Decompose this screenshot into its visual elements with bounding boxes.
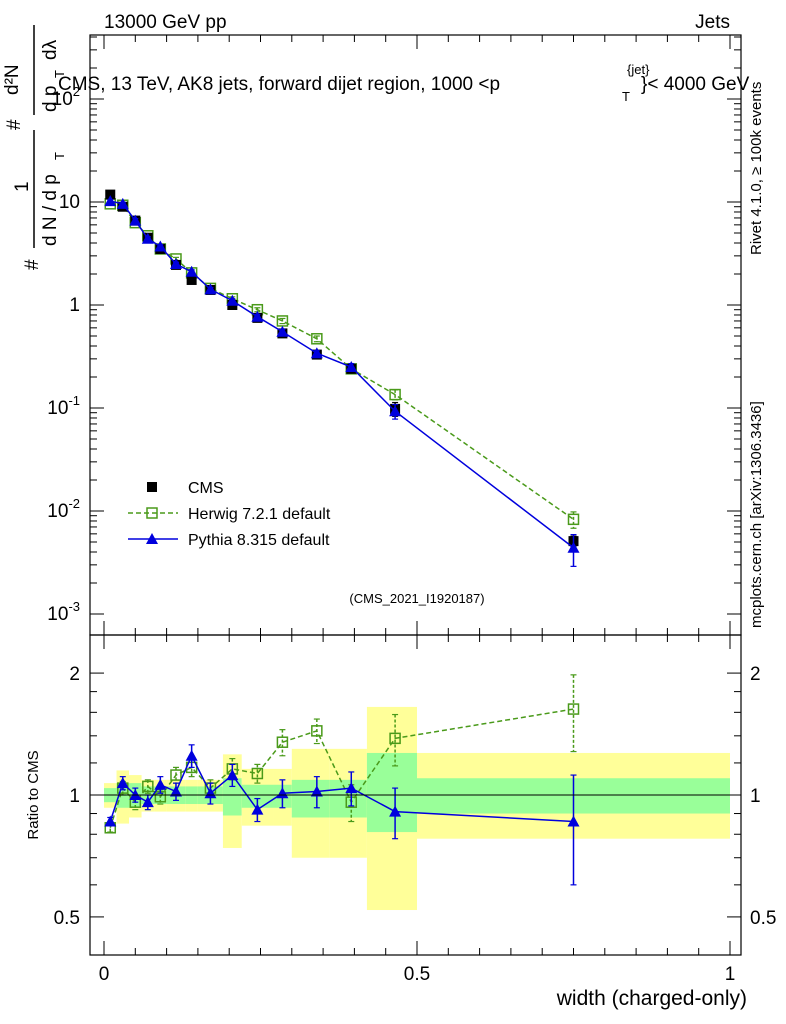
pythia-point xyxy=(226,769,239,781)
pythia-point xyxy=(310,347,323,359)
pythia-point xyxy=(116,777,129,789)
y-tick-label: 1 xyxy=(69,295,80,316)
pythia-point xyxy=(185,749,198,761)
ratio-tick-label-left: 1 xyxy=(69,786,80,807)
pythia-point xyxy=(154,240,167,252)
x-tick-label: 0.5 xyxy=(404,964,430,985)
pythia-point xyxy=(567,815,580,827)
analysis-watermark: (CMS_2021_I1920187) xyxy=(349,591,484,606)
cms-data-point xyxy=(186,274,197,285)
ylabel-dpT: d p xyxy=(40,86,61,112)
pythia-point xyxy=(169,258,182,270)
title-sup: {jet} xyxy=(627,62,650,77)
legend-cms-label: CMS xyxy=(188,480,224,497)
herwig-line xyxy=(110,203,574,520)
ylabel-T2: T xyxy=(52,70,67,78)
herwig-point xyxy=(276,736,289,748)
title-sub: T xyxy=(622,89,630,104)
x-axis-label: width (charged-only) xyxy=(556,987,747,1010)
pythia-point xyxy=(345,361,358,373)
herwig-point xyxy=(311,333,323,345)
top-plot-series xyxy=(104,189,580,567)
ratio-axis-ticks: 0.5 0.5 1 1 2 2 0 0.5 1 xyxy=(54,635,776,985)
pythia-point xyxy=(169,785,182,797)
header-right: Jets xyxy=(695,12,730,33)
herwig-point xyxy=(389,732,401,745)
top-axis-ticks: 10-3 10-2 10-1 1 10 102 xyxy=(47,35,741,635)
y-tick-label: 10 xyxy=(59,192,80,213)
pythia-point xyxy=(276,325,289,337)
ratio-band-inner xyxy=(241,784,274,808)
ratio-tick-label-right: 2 xyxy=(750,664,761,685)
ylabel-hash-1: # xyxy=(22,259,43,270)
y-axis-label-top: # 1 d N / d p T # d²N d p T dλ xyxy=(2,25,67,270)
ratio-band-inner xyxy=(329,779,367,818)
herwig-point xyxy=(170,769,182,781)
ylabel-hash-2: # xyxy=(4,119,25,130)
herwig-point xyxy=(142,780,154,793)
ylabel-T1: T xyxy=(52,152,67,160)
ratio-tick-label-right: 0.5 xyxy=(750,908,776,929)
legend-pythia-label: Pythia 8.315 default xyxy=(188,532,330,549)
herwig-point xyxy=(251,767,264,780)
legend-herwig-label: Herwig 7.2.1 default xyxy=(188,506,331,523)
header-left: 13000 GeV pp xyxy=(104,12,227,33)
pythia-point xyxy=(251,803,264,815)
ratio-tick-label-left: 2 xyxy=(69,664,80,685)
herwig-point xyxy=(567,703,580,715)
y-tick-label: 10-2 xyxy=(47,496,80,522)
pythia-point xyxy=(389,405,402,417)
herwig-point xyxy=(389,388,401,401)
pythia-point xyxy=(204,283,217,295)
ratio-band-inner xyxy=(366,752,417,833)
x-tick-label: 0 xyxy=(99,964,110,985)
pythia-point xyxy=(185,265,198,277)
pythia-point xyxy=(116,197,129,209)
pythia-point xyxy=(104,815,117,827)
pythia-point xyxy=(345,782,358,794)
ratio-band-inner xyxy=(291,779,330,818)
title-end: }< 4000 GeV xyxy=(641,74,750,95)
pythia-point xyxy=(104,195,117,207)
pythia-line xyxy=(110,200,574,549)
y-tick-label: 10-1 xyxy=(47,393,80,419)
pythia-point xyxy=(389,805,402,817)
pythia-point xyxy=(129,214,142,226)
ylabel-dN: d N / d p xyxy=(40,174,61,246)
ratio-tick-label-right: 1 xyxy=(750,786,761,807)
rivet-label: Rivet 4.1.0, ≥ 100k events xyxy=(748,82,765,255)
cms-data-point xyxy=(105,189,116,200)
pythia-point xyxy=(154,778,167,790)
pythia-point xyxy=(310,785,323,797)
title-main: CMS, 13 TeV, AK8 jets, forward dijet reg… xyxy=(58,74,500,95)
pythia-point xyxy=(251,310,264,322)
ylabel-one: 1 xyxy=(12,181,33,192)
herwig-point xyxy=(567,513,580,526)
pythia-point xyxy=(141,232,154,244)
pythia-point xyxy=(226,294,239,306)
x-tick-label: 1 xyxy=(725,964,736,985)
pythia-point xyxy=(141,796,154,808)
ylabel-d2N: d²N xyxy=(2,64,23,95)
legend: CMS Herwig 7.2.1 default Pythia 8.315 de… xyxy=(128,480,331,549)
ratio-tick-label-left: 0.5 xyxy=(54,908,80,929)
mcplots-label: mcplots.cern.ch [arXiv:1306.3436] xyxy=(748,401,765,628)
ratio-y-axis-label: Ratio to CMS xyxy=(25,750,42,839)
y-tick-label: 10-3 xyxy=(47,599,80,625)
herwig-point xyxy=(311,725,323,737)
legend-pythia-marker xyxy=(146,533,158,544)
ratio-uncertainty-bands xyxy=(104,706,730,911)
ylabel-dl: dλ xyxy=(40,39,61,60)
pythia-point xyxy=(567,541,580,553)
legend-cms-marker xyxy=(147,482,157,492)
plot-title: CMS, 13 TeV, AK8 jets, forward dijet reg… xyxy=(58,62,750,104)
ratio-band-inner xyxy=(222,778,242,816)
legend-herwig-marker xyxy=(146,507,158,519)
y-tick-label: 102 xyxy=(52,84,80,110)
